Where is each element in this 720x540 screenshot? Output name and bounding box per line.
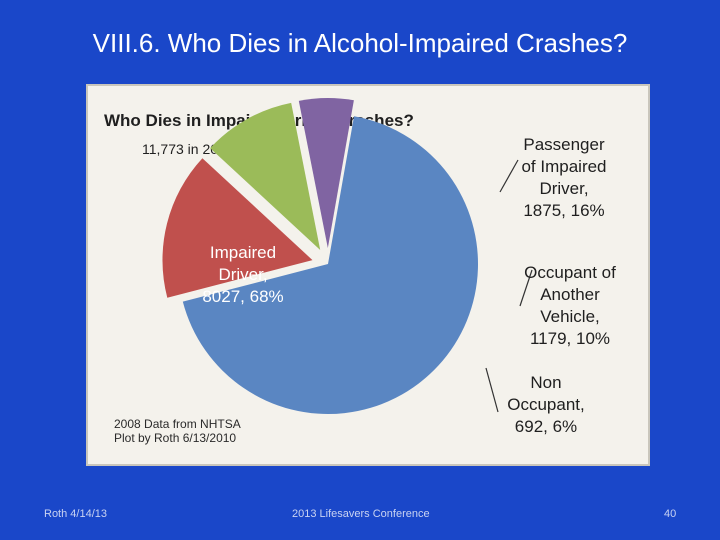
source-note-line: Plot by Roth 6/13/2010 — [114, 431, 236, 445]
pie-slice-occupant-of-another-vehicle — [210, 102, 321, 251]
chart-subtitle: 11,773 in 2008 — [142, 141, 234, 157]
leader-line-non-occupant — [485, 367, 499, 413]
slice-label-occupant-of-another-vehicle: Occupant of Another Vehicle, 1179, 10% — [524, 263, 616, 348]
leader-line-passenger-of-impaired-driver — [499, 159, 519, 193]
pie-slice-impaired-driver — [182, 116, 479, 414]
chart-frame: Who Dies in Impaired-Driver Crashes? 11,… — [86, 84, 650, 466]
pie-slice-non-occupant — [298, 98, 354, 249]
slice-label-impaired-driver: Impaired Driver, 8027, 68% — [202, 243, 283, 306]
slice-label-passenger-of-impaired-driver: Passenger of Impaired Driver, 1875, 16% — [521, 135, 606, 220]
leader-line-occupant-of-another-vehicle — [519, 269, 533, 307]
footer-conference: 2013 Lifesavers Conference — [292, 508, 430, 520]
slice-label-non-occupant: Non Occupant, 692, 6% — [507, 373, 585, 436]
pie-chart: Who Dies in Impaired-Driver Crashes? 11,… — [104, 98, 616, 445]
footer-author-date: Roth 4/14/13 — [44, 508, 107, 520]
pie-slice-passenger-of-impaired-driver — [162, 158, 313, 298]
source-note-line: 2008 Data from NHTSA — [114, 417, 241, 431]
slide-title: VIII.6. Who Dies in Alcohol-Impaired Cra… — [92, 28, 628, 58]
page-number: 40 — [664, 508, 677, 520]
